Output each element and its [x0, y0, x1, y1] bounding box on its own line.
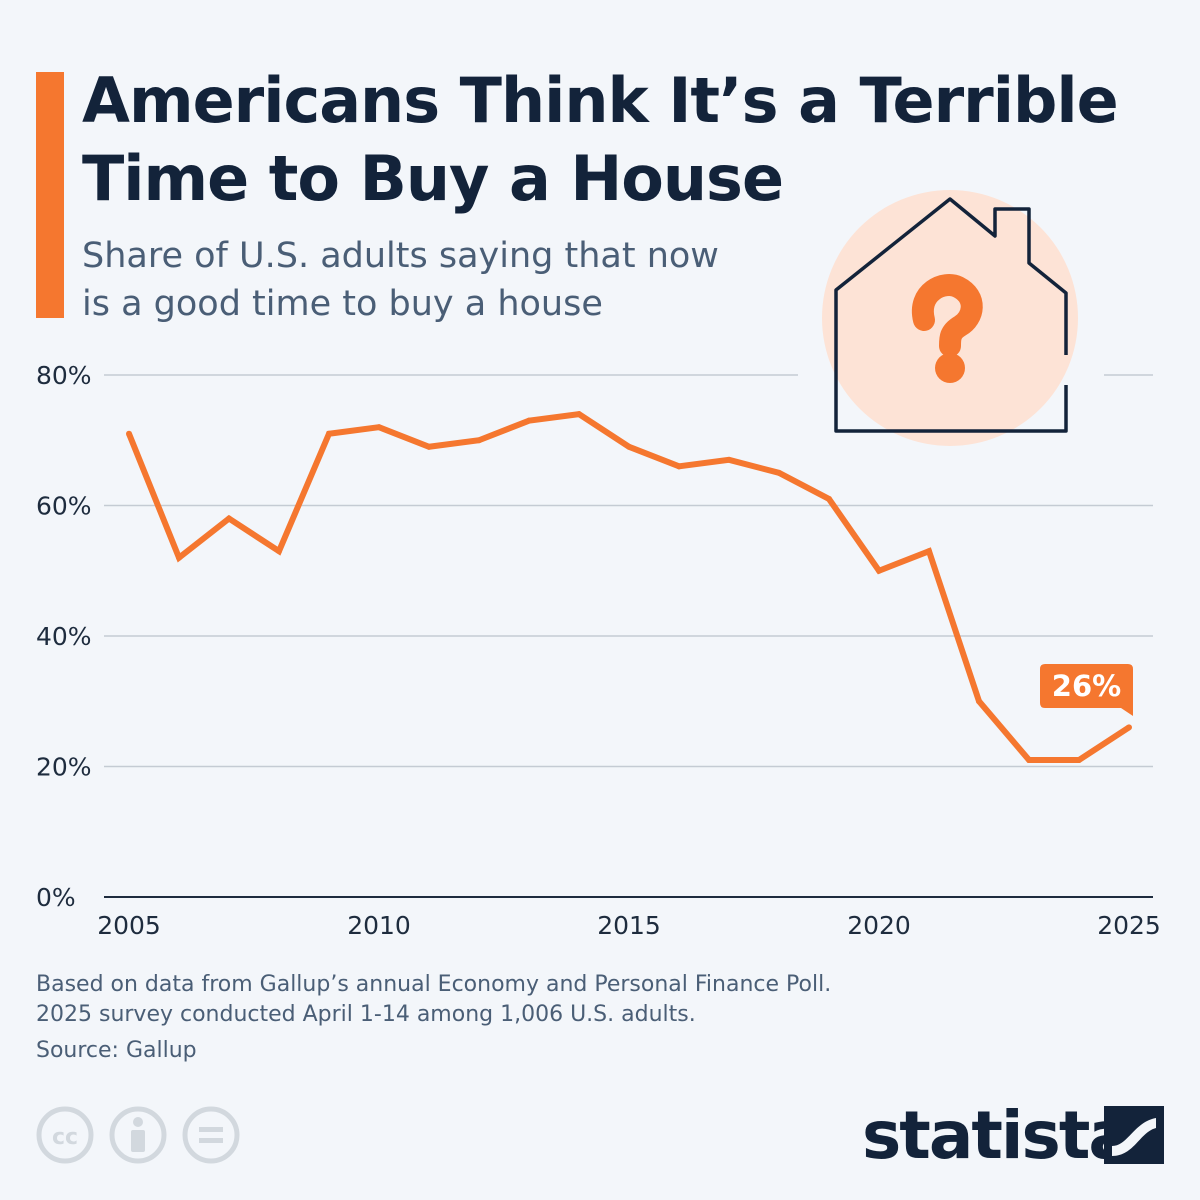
data-point	[476, 437, 482, 444]
x-tick-label: 2020	[847, 911, 911, 940]
data-point	[526, 417, 532, 424]
data-point	[126, 430, 132, 437]
data-point	[926, 548, 932, 555]
svg-text:cc: cc	[52, 1125, 78, 1150]
gridlines	[104, 374, 1153, 768]
series-layer	[126, 411, 1132, 763]
data-point	[1026, 756, 1032, 763]
annotation-label: 26%	[1052, 669, 1121, 703]
house-question-icon	[822, 190, 1078, 446]
data-point	[976, 698, 982, 705]
x-tick-label: 2025	[1097, 911, 1161, 940]
attribution-icon[interactable]	[109, 1106, 167, 1164]
annotation-layer: 26%	[1040, 664, 1133, 716]
y-tick-label: 20%	[36, 753, 92, 782]
data-point	[876, 567, 882, 574]
annotation-callout	[1040, 664, 1133, 716]
data-point	[626, 443, 632, 450]
data-point	[176, 554, 182, 561]
no-derivatives-icon[interactable]	[182, 1106, 240, 1164]
data-point	[1076, 756, 1082, 763]
y-tick-label: 80%	[36, 361, 92, 390]
series-line	[126, 411, 1131, 763]
x-tick-label: 2015	[597, 911, 661, 940]
data-point	[826, 495, 832, 502]
data-point	[376, 424, 382, 431]
y-tick-label: 0%	[36, 883, 76, 912]
data-point	[276, 548, 282, 555]
line-chart: 0% 20% 40% 60% 80% 2005 2010 2015 2020 2025 26%	[36, 190, 1161, 940]
cc-icon[interactable]: cc	[36, 1106, 94, 1164]
data-point	[776, 469, 782, 476]
data-point	[726, 456, 732, 463]
license-icons: cc	[36, 1106, 240, 1164]
chart-title: Americans Think It’s a Terrible Time to …	[82, 64, 1119, 215]
chart-subtitle: Share of U.S. adults saying that now is …	[82, 236, 719, 324]
footnote-line-1: Based on data from Gallup’s annual Econo…	[36, 972, 832, 997]
footnotes: Based on data from Gallup’s annual Econo…	[36, 970, 1036, 1030]
y-tick-label: 60%	[36, 492, 92, 521]
x-tick-label: 2005	[97, 911, 161, 940]
data-point	[226, 515, 232, 522]
source-note: Source: Gallup	[36, 1038, 197, 1063]
x-tick-label: 2010	[347, 911, 411, 940]
data-point	[576, 411, 582, 418]
data-point	[1126, 724, 1132, 731]
data-point	[326, 430, 332, 437]
data-point	[426, 443, 432, 450]
axes: 0% 20% 40% 60% 80% 2005 2010 2015 2020 2025	[36, 361, 1161, 940]
statista-wordmark[interactable]: statista	[862, 1097, 1133, 1174]
footnote-line-2: 2025 survey conducted April 1-14 among 1…	[36, 1002, 696, 1027]
title-accent-bar	[36, 72, 64, 318]
statista-logo-icon[interactable]	[1104, 1106, 1164, 1164]
data-point	[676, 463, 682, 470]
y-tick-label: 40%	[36, 622, 92, 651]
